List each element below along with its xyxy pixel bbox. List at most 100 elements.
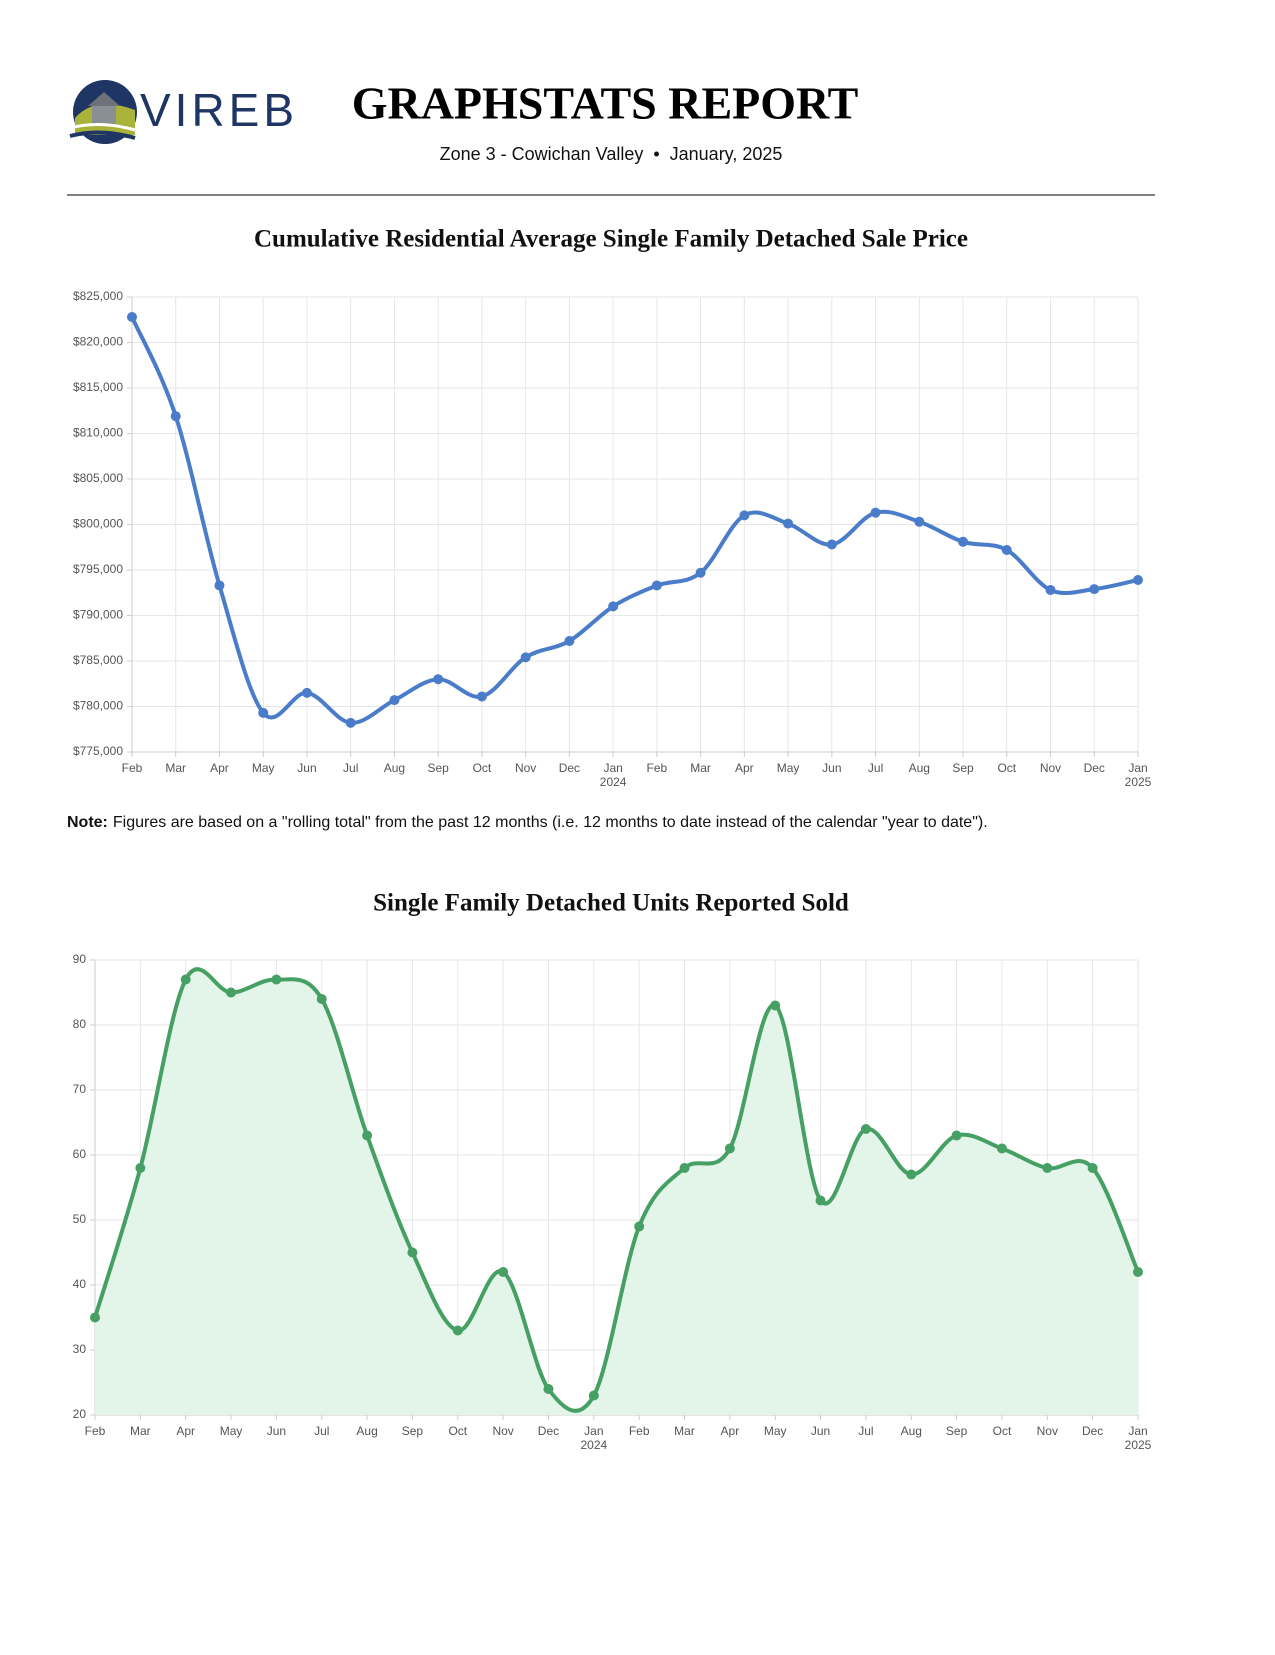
x-tick-label: Feb [629, 1424, 650, 1438]
y-tick-label: $825,000 [73, 289, 123, 303]
note-label: Note: [67, 814, 108, 831]
y-tick-label: 70 [73, 1082, 87, 1096]
point [826, 539, 837, 550]
line [93, 967, 1140, 1413]
y-tick-label: 90 [73, 952, 87, 966]
x-tick-label: Sep [946, 1424, 968, 1438]
x-tick-label: Jun [811, 1424, 830, 1438]
x-tick-label: Nov [492, 1424, 513, 1438]
point [498, 1267, 509, 1277]
y-tick-label: $815,000 [73, 380, 123, 394]
x-tick-label: Aug [901, 1424, 922, 1438]
point [870, 507, 881, 518]
x-tick-label: Apr [210, 761, 229, 775]
point [608, 601, 619, 612]
point [226, 987, 237, 998]
point [1001, 544, 1012, 555]
x-tick-label: Nov [515, 761, 536, 775]
x-tick-label: May [764, 1424, 787, 1438]
x-tick-label: Aug [384, 761, 405, 775]
point [695, 567, 706, 578]
point [634, 1221, 645, 1232]
x-tick-label: Feb [85, 1424, 106, 1438]
point [407, 1247, 418, 1258]
x-tick-label: Jan 2024 [600, 761, 627, 789]
point [783, 518, 794, 529]
y-tick-label: 80 [73, 1017, 87, 1031]
point [564, 635, 575, 646]
point [1042, 1163, 1053, 1173]
y-tick-label: $785,000 [73, 653, 123, 667]
x-tick-label: Feb [122, 761, 143, 775]
point [588, 1390, 599, 1401]
x-tick-label: Aug [356, 1424, 377, 1438]
point [316, 994, 327, 1004]
point [90, 1312, 100, 1323]
x-tick-label: Jan 2025 [1125, 1424, 1152, 1452]
x-tick-label: Aug [909, 761, 930, 775]
x-tick-label: Oct [993, 1424, 1012, 1438]
x-tick-label: Oct [997, 761, 1016, 775]
x-tick-label: Jul [314, 1424, 329, 1438]
point [1133, 575, 1143, 586]
point [770, 1000, 781, 1011]
point [679, 1163, 690, 1173]
y-tick-label: 30 [73, 1342, 87, 1356]
x-tick-label: Dec [559, 761, 580, 775]
x-tick-label: Nov [1037, 1424, 1058, 1438]
y-tick-label: 50 [73, 1212, 87, 1226]
x-tick-label: Apr [176, 1424, 195, 1438]
report-title: GRAPHSTATS REPORT [352, 78, 859, 129]
point [1045, 585, 1056, 596]
point [452, 1325, 463, 1336]
point [739, 510, 750, 521]
y-tick-label: $805,000 [73, 471, 123, 485]
note: Note: Figures are based on a "rolling tot… [67, 814, 988, 831]
x-tick-label: Jul [343, 761, 358, 775]
x-tick-label: Jul [858, 1424, 873, 1438]
point [170, 411, 181, 422]
point [906, 1169, 917, 1180]
x-tick-label: Dec [538, 1424, 559, 1438]
x-tick-label: Jul [868, 761, 883, 775]
point [301, 687, 312, 698]
point [214, 580, 225, 591]
note-text: Figures are based on a "rolling total" f… [113, 814, 988, 831]
y-tick-label: 60 [73, 1147, 87, 1161]
x-tick-label: Jun [267, 1424, 286, 1438]
x-tick-label: Sep [402, 1424, 424, 1438]
x-tick-label: Apr [735, 761, 754, 775]
x-tick-label: May [220, 1424, 243, 1438]
x-tick-label: Feb [647, 761, 668, 775]
report-subtitle: Zone 3 - Cowichan Valley • January, 2025 [440, 144, 783, 164]
y-tick-label: 20 [73, 1407, 87, 1421]
x-tick-label: Oct [473, 761, 492, 775]
point [815, 1195, 826, 1206]
y-tick-label: $795,000 [73, 562, 123, 576]
x-tick-label: Mar [690, 761, 711, 775]
x-tick-label: Dec [1084, 761, 1105, 775]
chart-title: Cumulative Residential Average Single Fa… [254, 226, 968, 253]
point [135, 1163, 146, 1173]
x-tick-label: Mar [130, 1424, 151, 1438]
y-tick-label: $800,000 [73, 517, 123, 531]
x-tick-label: Jan 2025 [1125, 761, 1152, 789]
point [1133, 1267, 1143, 1277]
x-tick-label: Apr [721, 1424, 740, 1438]
point [860, 1124, 871, 1134]
point [724, 1143, 735, 1154]
x-tick-label: Sep [427, 761, 449, 775]
y-tick-label: $810,000 [73, 426, 123, 440]
point [345, 717, 356, 728]
x-tick-label: Sep [952, 761, 974, 775]
point [1089, 584, 1100, 595]
y-tick-label: $780,000 [73, 699, 123, 713]
x-tick-label: Jan 2024 [580, 1424, 607, 1452]
logo: VIREB [69, 80, 294, 144]
line [130, 316, 1139, 725]
point [914, 516, 925, 527]
y-tick-label: 40 [73, 1277, 87, 1291]
y-tick-label: $820,000 [73, 335, 123, 349]
point [258, 707, 269, 718]
